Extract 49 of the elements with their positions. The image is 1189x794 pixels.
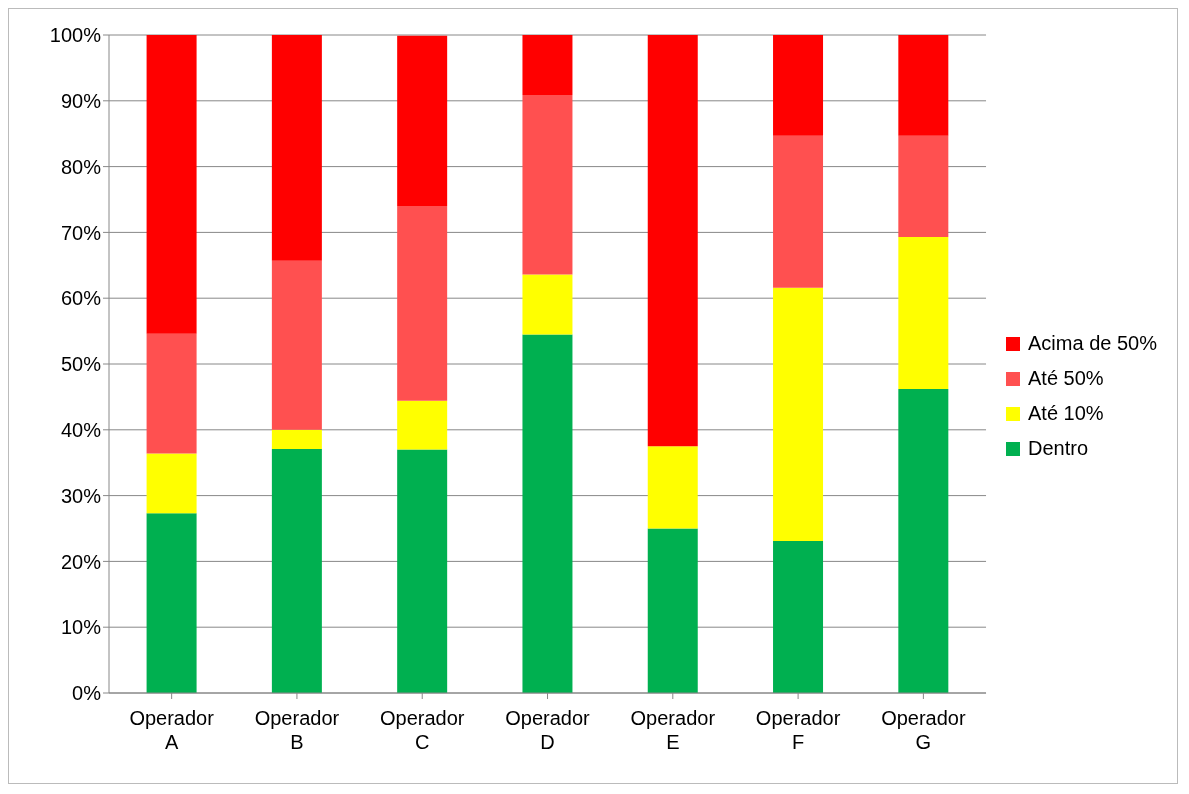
bar — [146, 333, 197, 454]
bar — [271, 448, 322, 693]
y-tick-label: 60% — [60, 287, 102, 310]
bar — [898, 237, 949, 389]
legend-label: Acima de 50% — [1028, 332, 1157, 355]
y-tick-label: 90% — [60, 89, 102, 112]
bar — [773, 541, 824, 693]
bar — [271, 35, 322, 261]
y-tick-label: 20% — [60, 550, 102, 573]
y-tick-label: 40% — [60, 418, 102, 441]
bar — [397, 35, 448, 207]
bar — [146, 35, 197, 334]
bar — [271, 429, 322, 449]
bar — [522, 274, 573, 335]
legend-label: Até 10% — [1028, 402, 1104, 425]
x-tick-label: Operador C — [379, 707, 465, 753]
bar — [271, 260, 322, 430]
y-tick-label: 100% — [49, 24, 102, 47]
bar — [647, 35, 698, 447]
y-tick-label: 80% — [60, 155, 102, 178]
bar — [898, 135, 949, 238]
x-tick-label: Operador A — [129, 707, 215, 753]
y-tick-label: 0% — [72, 682, 102, 705]
bar — [898, 35, 949, 136]
bar — [397, 206, 448, 401]
bar — [647, 528, 698, 693]
x-tick-label: Operador B — [254, 707, 340, 753]
y-tick-label: 10% — [60, 616, 102, 639]
bar — [773, 135, 824, 288]
bar — [522, 35, 573, 95]
bar — [397, 449, 448, 693]
y-tick-label: 30% — [60, 484, 102, 507]
x-tick-label: Operador G — [881, 707, 966, 753]
x-tick-label: Operador D — [505, 707, 591, 753]
bar — [522, 334, 573, 693]
y-tick-label: 50% — [60, 353, 102, 376]
bar — [397, 400, 448, 450]
x-tick-label: Operador E — [630, 707, 716, 753]
bar — [146, 453, 197, 514]
x-tick-label: Operador F — [755, 707, 841, 753]
bar — [898, 389, 949, 693]
legend-label: Dentro — [1028, 437, 1089, 460]
bar — [773, 35, 824, 136]
y-tick-label: 70% — [60, 221, 102, 244]
bar — [522, 94, 573, 275]
bar — [647, 446, 698, 529]
legend-label: Até 50% — [1028, 367, 1104, 390]
bar — [773, 287, 824, 541]
bar — [146, 513, 197, 693]
